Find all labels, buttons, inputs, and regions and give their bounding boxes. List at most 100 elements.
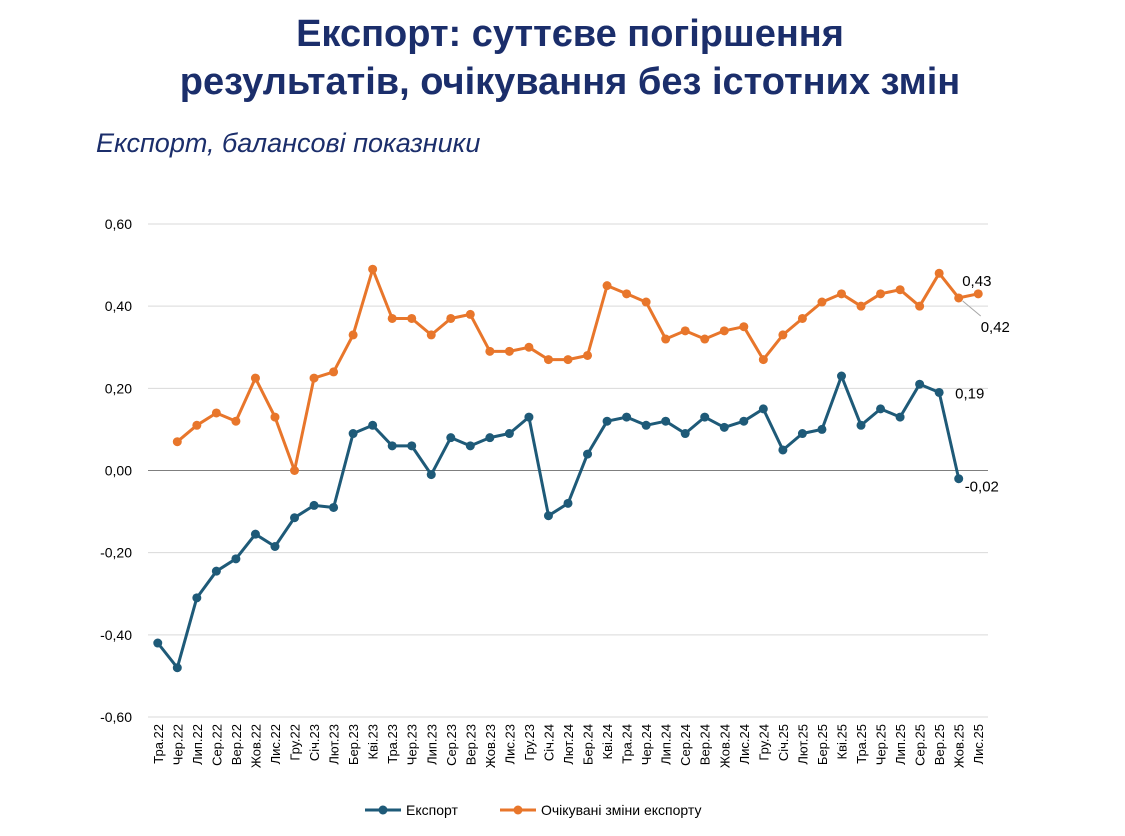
x-tick-label: Гру.24 — [756, 724, 771, 761]
x-tick-label: Сер.22 — [209, 724, 224, 766]
data-point-expected — [348, 330, 358, 340]
data-point-expected — [622, 289, 632, 299]
data-label-expected: 0,43 — [962, 273, 991, 290]
data-point-export — [641, 420, 651, 430]
series-line-export — [156, 374, 961, 670]
x-tick-label: Лип.23 — [424, 724, 439, 765]
data-point-expected — [270, 412, 280, 422]
x-tick-label: Лис.24 — [737, 724, 752, 764]
data-point-export — [309, 500, 319, 510]
data-point-export — [153, 638, 163, 648]
data-point-export — [856, 420, 866, 430]
x-tick-label: Вер.24 — [698, 724, 713, 765]
data-point-export — [563, 498, 573, 508]
x-tick-label: Лис.23 — [502, 724, 517, 764]
data-point-export — [172, 663, 182, 673]
data-point-expected — [211, 408, 221, 418]
legend-label-export: Експорт — [406, 802, 458, 818]
data-label-export: -0,02 — [965, 479, 999, 496]
data-point-export — [583, 449, 593, 459]
chart-subtitle: Експорт, балансові показники — [96, 128, 481, 158]
data-point-export — [778, 445, 788, 455]
x-tick-label: Лип.24 — [659, 724, 674, 765]
data-point-expected — [680, 326, 690, 336]
data-point-export — [426, 470, 436, 480]
data-point-expected — [934, 268, 944, 278]
data-point-expected — [368, 264, 378, 274]
data-point-expected — [641, 297, 651, 307]
data-point-expected — [778, 330, 788, 340]
data-point-expected — [876, 289, 886, 299]
data-point-export — [270, 542, 280, 552]
chart-title: Експорт: суттєве погіршення результатів,… — [40, 10, 1100, 106]
data-label-leader — [962, 300, 982, 317]
data-point-export — [368, 420, 378, 430]
data-point-export — [485, 433, 495, 443]
y-tick-label: 0,60 — [105, 216, 132, 232]
x-tick-label: Чер.23 — [405, 724, 420, 765]
y-tick-label: -0,20 — [100, 545, 132, 561]
y-tick-label: 0,40 — [105, 298, 132, 314]
x-tick-label: Сер.25 — [913, 724, 928, 766]
x-tick-label: Тра.24 — [620, 724, 635, 764]
data-point-expected — [563, 355, 573, 365]
data-point-expected — [758, 355, 768, 365]
x-tick-label: Лют.25 — [795, 724, 810, 765]
data-point-export — [758, 404, 768, 414]
x-tick-label: Чер.24 — [639, 724, 654, 765]
data-point-expected — [661, 334, 671, 344]
data-point-expected — [446, 313, 456, 323]
data-point-expected — [231, 416, 241, 426]
data-point-export — [876, 404, 886, 414]
data-label-expected: 0,42 — [981, 319, 1010, 336]
x-tick-label: Жов.23 — [483, 724, 498, 768]
data-point-export — [602, 416, 612, 426]
x-tick-label: Жов.24 — [717, 724, 732, 768]
y-tick-label: -0,40 — [100, 627, 132, 643]
data-point-expected — [817, 297, 827, 307]
data-point-expected — [465, 309, 475, 319]
data-point-expected — [290, 466, 300, 475]
data-point-expected — [954, 293, 964, 303]
data-point-export — [739, 416, 749, 426]
legend-marker-export — [378, 805, 388, 815]
data-label-export: 0,19 — [955, 385, 984, 402]
data-point-export — [465, 441, 475, 451]
data-point-export — [407, 441, 417, 451]
x-tick-label: Кві.24 — [600, 724, 615, 759]
x-tick-label: Сер.24 — [678, 724, 693, 766]
data-point-expected — [543, 355, 553, 365]
data-point-expected — [192, 420, 202, 430]
data-point-expected — [836, 289, 846, 299]
x-tick-label: Вер.23 — [463, 724, 478, 765]
data-point-export — [348, 429, 358, 439]
data-point-export — [387, 441, 397, 451]
data-point-export — [622, 412, 632, 422]
x-tick-label: Лют.24 — [561, 724, 576, 765]
series-line-expected — [176, 267, 979, 472]
data-point-expected — [719, 326, 729, 336]
x-tick-label: Сер.23 — [444, 724, 459, 766]
x-tick-label: Січ.24 — [541, 724, 556, 761]
data-point-export — [836, 371, 846, 381]
y-tick-label: 0,00 — [105, 463, 132, 479]
data-point-expected — [602, 281, 612, 291]
x-tick-label: Бер.24 — [581, 724, 596, 765]
data-point-expected — [739, 322, 749, 332]
data-point-expected — [915, 301, 925, 311]
data-point-export — [700, 412, 710, 422]
data-point-export — [680, 429, 690, 439]
data-point-export — [446, 433, 456, 443]
data-point-export — [504, 429, 514, 439]
data-point-expected — [895, 285, 905, 295]
data-point-export — [524, 412, 534, 422]
data-point-export — [329, 502, 339, 512]
data-point-export — [719, 422, 729, 432]
data-point-export — [797, 429, 807, 439]
x-tick-label: Кві.25 — [834, 724, 849, 759]
data-point-export — [934, 387, 944, 397]
data-point-export — [543, 511, 553, 521]
data-point-expected — [504, 346, 514, 356]
data-point-expected — [856, 301, 866, 311]
data-point-export — [895, 412, 905, 422]
